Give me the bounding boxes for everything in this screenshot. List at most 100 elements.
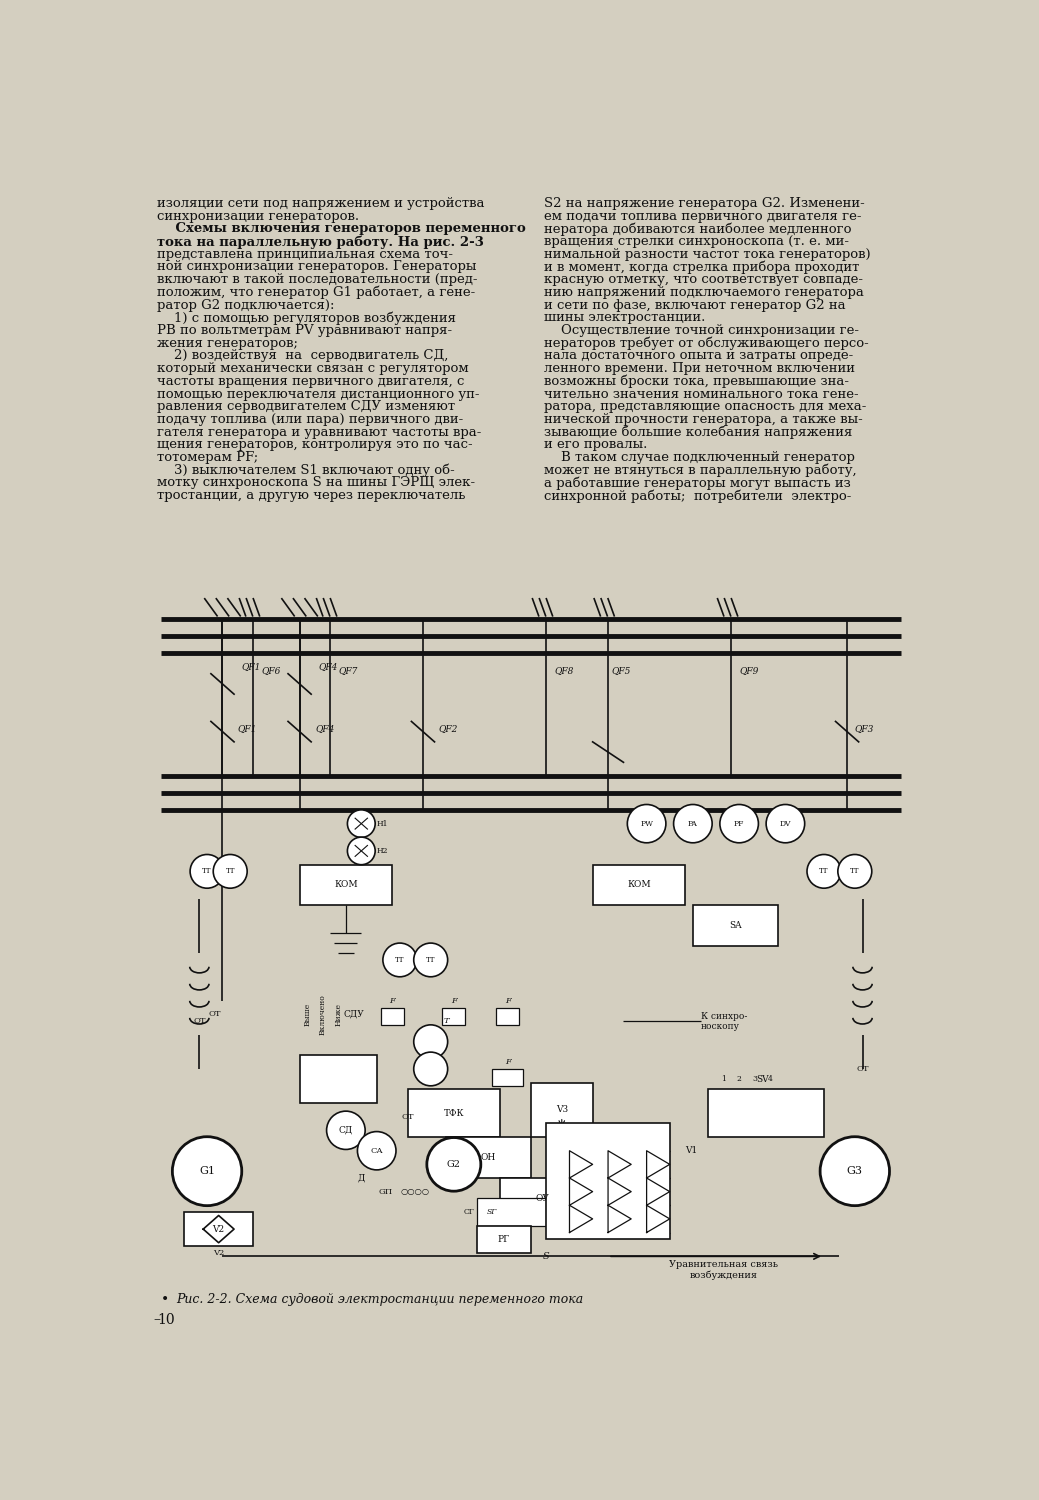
Text: QF7: QF7 — [338, 666, 357, 675]
Bar — [592, 864, 685, 906]
Text: синхронной работы;  потребители  электро-: синхронной работы; потребители электро- — [544, 489, 852, 502]
Circle shape — [673, 804, 712, 843]
Text: 3: 3 — [752, 1076, 757, 1083]
Text: QF9: QF9 — [739, 666, 758, 675]
Text: QF1: QF1 — [238, 723, 258, 732]
Text: QF1: QF1 — [242, 663, 261, 672]
Circle shape — [326, 1112, 365, 1149]
Bar — [497, 1008, 520, 1025]
Text: ратор G2 подключается):: ратор G2 подключается): — [157, 298, 335, 312]
Text: 4: 4 — [768, 1076, 772, 1083]
Text: G3: G3 — [847, 1166, 862, 1176]
Text: ТТ: ТТ — [819, 867, 829, 876]
Bar — [531, 1083, 592, 1137]
Text: возможны броски тока, превышающие зна-: возможны броски тока, превышающие зна- — [544, 375, 850, 388]
Text: синхронизации генераторов.: синхронизации генераторов. — [157, 210, 359, 222]
Bar — [446, 1137, 531, 1178]
Text: 1) с помощью регуляторов возбуждения: 1) с помощью регуляторов возбуждения — [157, 312, 456, 326]
Text: V2: V2 — [213, 1250, 224, 1257]
Circle shape — [628, 804, 666, 843]
Text: ОТ: ОТ — [193, 1017, 206, 1026]
Text: зывающие большие колебания напряжения: зывающие большие колебания напряжения — [544, 426, 853, 439]
Text: Выше: Выше — [303, 1004, 312, 1026]
Text: ОТ: ОТ — [856, 1065, 869, 1072]
Text: S2 на напряжение генератора G2. Изменени-: S2 на напряжение генератора G2. Изменени… — [544, 196, 865, 210]
Text: помощью переключателя дистанционного уп-: помощью переключателя дистанционного уп- — [157, 387, 480, 400]
Text: СА: СА — [370, 1146, 383, 1155]
Text: СГ: СГ — [463, 1208, 475, 1216]
Circle shape — [347, 837, 375, 864]
Text: а работавшие генераторы могут выпасть из: а работавшие генераторы могут выпасть из — [544, 477, 851, 490]
Text: F: F — [505, 1058, 511, 1066]
Text: который механически связан с регулятором: который механически связан с регулятором — [157, 362, 469, 375]
Bar — [184, 1212, 254, 1246]
Text: PW: PW — [640, 819, 654, 828]
Text: H2: H2 — [377, 847, 389, 855]
Text: может не втянуться в параллельную работу,: может не втянуться в параллельную работу… — [544, 464, 857, 477]
Text: H1: H1 — [377, 819, 389, 828]
Text: 3) выключателем S1 включают одну об-: 3) выключателем S1 включают одну об- — [157, 464, 455, 477]
Text: РГ: РГ — [498, 1234, 510, 1244]
Text: и в момент, когда стрелка прибора проходит: и в момент, когда стрелка прибора проход… — [544, 261, 860, 274]
Text: F: F — [390, 998, 395, 1005]
Text: Д: Д — [357, 1173, 365, 1182]
Text: включают в такой последовательности (пред-: включают в такой последовательности (пре… — [157, 273, 478, 286]
Circle shape — [414, 944, 448, 976]
Text: нала достаточного опыта и затраты опреде-: нала достаточного опыта и затраты опреде… — [544, 350, 854, 363]
Text: ем подачи топлива первичного двигателя ге-: ем подачи топлива первичного двигателя г… — [544, 210, 862, 222]
Text: КОМ: КОМ — [335, 880, 357, 890]
Circle shape — [720, 804, 758, 843]
Text: 10: 10 — [157, 1314, 175, 1328]
Text: красную отметку, что соответствует совпаде-: красную отметку, что соответствует совпа… — [544, 273, 863, 286]
Text: нической прочности генератора, а также вы-: нической прочности генератора, а также в… — [544, 413, 863, 426]
Text: Осуществление точной синхронизации ге-: Осуществление точной синхронизации ге- — [544, 324, 859, 338]
Text: мотку синхроноскопа S на шины ГЭРЩ элек-: мотку синхроноскопа S на шины ГЭРЩ элек- — [157, 477, 475, 489]
Text: •: • — [161, 1293, 169, 1306]
Bar — [380, 1008, 404, 1025]
Text: изоляции сети под напряжением и устройства: изоляции сети под напряжением и устройст… — [157, 196, 484, 210]
Text: ТТ: ТТ — [225, 867, 235, 876]
Text: T: T — [444, 1017, 449, 1026]
Circle shape — [807, 855, 841, 888]
Bar — [443, 1008, 465, 1025]
Text: V1: V1 — [685, 1146, 697, 1155]
Text: ○○○○: ○○○○ — [401, 1188, 430, 1196]
Text: QF4: QF4 — [315, 723, 335, 732]
Text: СДУ: СДУ — [343, 1010, 364, 1019]
Text: тростанции, а другую через переключатель: тростанции, а другую через переключатель — [157, 489, 465, 502]
Text: и сети по фазе, включают генератор G2 на: и сети по фазе, включают генератор G2 на — [544, 298, 846, 312]
Text: положим, что генератор G1 работает, а гене-: положим, что генератор G1 работает, а ге… — [157, 286, 475, 300]
Text: PA: PA — [688, 819, 698, 828]
Text: ной синхронизации генераторов. Генераторы: ной синхронизации генераторов. Генератор… — [157, 261, 476, 273]
Text: PF: PF — [734, 819, 744, 828]
Text: В таком случае подключенный генератор: В таком случае подключенный генератор — [544, 452, 855, 464]
Text: ОУ: ОУ — [535, 1194, 550, 1203]
Text: подачу топлива (или пара) первичного дви-: подачу топлива (или пара) первичного дви… — [157, 413, 463, 426]
Text: СД: СД — [339, 1126, 353, 1136]
Text: ТТ: ТТ — [850, 867, 859, 876]
Text: ратора, представляющие опасность для меха-: ратора, представляющие опасность для мех… — [544, 400, 867, 412]
Bar — [299, 1056, 377, 1102]
Text: тока на параллельную работу. На рис. 2-3: тока на параллельную работу. На рис. 2-3 — [157, 236, 484, 249]
Text: DV: DV — [779, 819, 791, 828]
Text: ОН: ОН — [481, 1154, 497, 1162]
Text: нию напряжений подключаемого генератора: нию напряжений подключаемого генератора — [544, 286, 864, 298]
Text: чительно значения номинального тока гене-: чительно значения номинального тока гене… — [544, 387, 859, 400]
Text: нераторов требует от обслуживающего персо-: нераторов требует от обслуживающего перс… — [544, 336, 870, 350]
Text: КОМ: КОМ — [628, 880, 650, 890]
Text: 2: 2 — [737, 1076, 742, 1083]
Text: F: F — [451, 998, 457, 1005]
Circle shape — [383, 944, 417, 976]
Circle shape — [357, 1131, 396, 1170]
Text: Ниже: Ниже — [335, 1004, 342, 1026]
Text: V3: V3 — [556, 1106, 568, 1114]
Text: нератора добиваются наиболее медленного: нератора добиваются наиболее медленного — [544, 222, 852, 236]
Bar — [693, 906, 778, 946]
Text: ТТ: ТТ — [203, 867, 212, 876]
Bar — [547, 1124, 670, 1239]
Text: 1: 1 — [721, 1076, 726, 1083]
Text: SA: SA — [729, 921, 742, 930]
Bar — [492, 1070, 524, 1086]
Text: 2) воздействуя  на  серводвигатель СД,: 2) воздействуя на серводвигатель СД, — [157, 350, 449, 363]
Text: жения генераторов;: жения генераторов; — [157, 336, 298, 350]
